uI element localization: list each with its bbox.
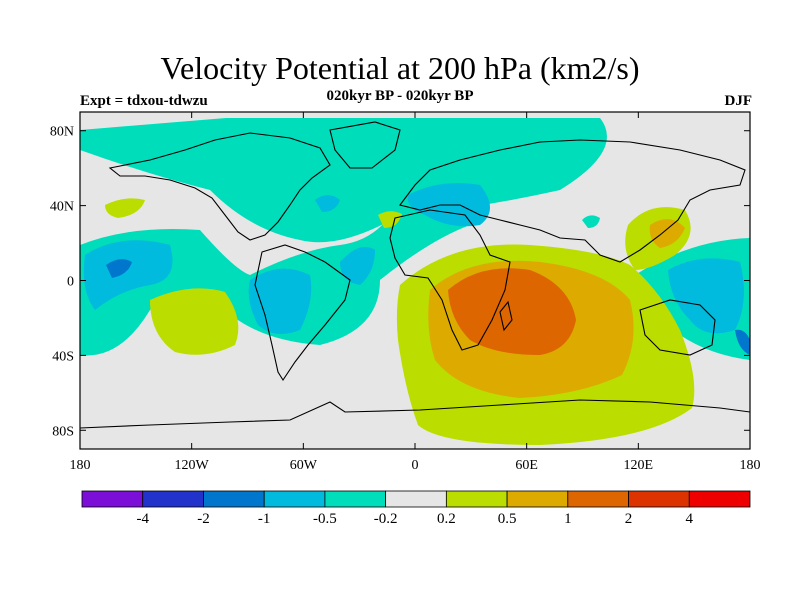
colorbar-swatch	[142, 490, 204, 508]
coastline-south-america	[254, 244, 351, 382]
contour-region	[448, 268, 576, 355]
colorbar: -4 -2 -1 -0.5 -0.2 0.2 0.5 1 2 4	[81, 490, 751, 527]
colorbar-swatch	[203, 490, 265, 508]
lat-tick-label: 80N	[50, 125, 74, 140]
colorbar-label: 4	[686, 511, 694, 527]
figure-subtitle: 020kyr BP - 020kyr BP	[326, 88, 474, 104]
contour-region	[248, 268, 312, 334]
colorbar-swatch	[324, 490, 387, 508]
experiment-label: Expt = tdxou-tdwzu	[80, 93, 208, 109]
colorbar-label: 0.2	[437, 511, 456, 527]
colorbar-label: 1	[564, 511, 572, 527]
figure-title: Velocity Potential at 200 hPa (km2/s)	[160, 50, 640, 86]
colorbar-swatch	[445, 490, 508, 508]
coastline-madagascar	[499, 300, 513, 332]
colorbar-swatch	[263, 490, 326, 508]
coastline-australia	[639, 299, 716, 356]
colorbar-label: -1	[258, 511, 271, 527]
lon-tick-label: 0	[412, 458, 419, 473]
coastline-north-america	[108, 132, 331, 241]
coastline-antarctica	[80, 399, 750, 429]
contour-region	[378, 211, 402, 228]
contour-region	[106, 259, 132, 278]
colorbar-label: -0.2	[374, 511, 398, 527]
colorbar-swatch	[567, 490, 629, 508]
velocity-potential-shading	[80, 118, 750, 445]
lat-tick-label: 0	[67, 275, 74, 290]
lon-tick-label: 60E	[515, 458, 538, 473]
colorbar-label: -0.5	[313, 511, 337, 527]
lon-tick-label: 180	[740, 458, 761, 473]
lon-tick-label: 120E	[624, 458, 654, 473]
contour-region	[582, 215, 600, 228]
lon-tick-label: 120W	[175, 458, 210, 473]
contour-region	[315, 195, 340, 212]
colorbar-swatch	[81, 490, 144, 508]
contour-region	[105, 198, 145, 218]
colorbar-swatch	[385, 490, 447, 508]
contour-region	[649, 219, 685, 248]
colorbar-swatch	[628, 490, 690, 508]
contour-region	[340, 246, 375, 285]
contour-region	[150, 288, 239, 355]
colorbar-label: 2	[625, 511, 633, 527]
contour-region	[668, 258, 744, 334]
coastline-greenland	[329, 121, 401, 169]
colorbar-label: -2	[197, 511, 210, 527]
map-axes: 80N 40N 0 40S 80S 180 120W 60W 0 60E 120E 180	[50, 111, 761, 473]
contour-region	[83, 240, 173, 310]
coastlines	[80, 121, 750, 429]
contour-region	[80, 118, 607, 243]
lon-tick-label: 60W	[290, 458, 318, 473]
colorbar-swatch	[506, 490, 569, 508]
lat-tick-label: 40S	[52, 349, 74, 364]
colorbar-swatch	[688, 490, 751, 508]
season-label: DJF	[724, 93, 753, 109]
coastline-eurasia	[399, 139, 746, 263]
coastline-africa	[389, 209, 511, 351]
colorbar-label: 0.5	[498, 511, 517, 527]
lat-tick-label: 80S	[52, 424, 74, 439]
lon-tick-label: 180	[70, 458, 91, 473]
colorbar-label: -4	[136, 511, 149, 527]
contour-region	[735, 329, 750, 355]
lat-tick-label: 40N	[50, 200, 74, 215]
